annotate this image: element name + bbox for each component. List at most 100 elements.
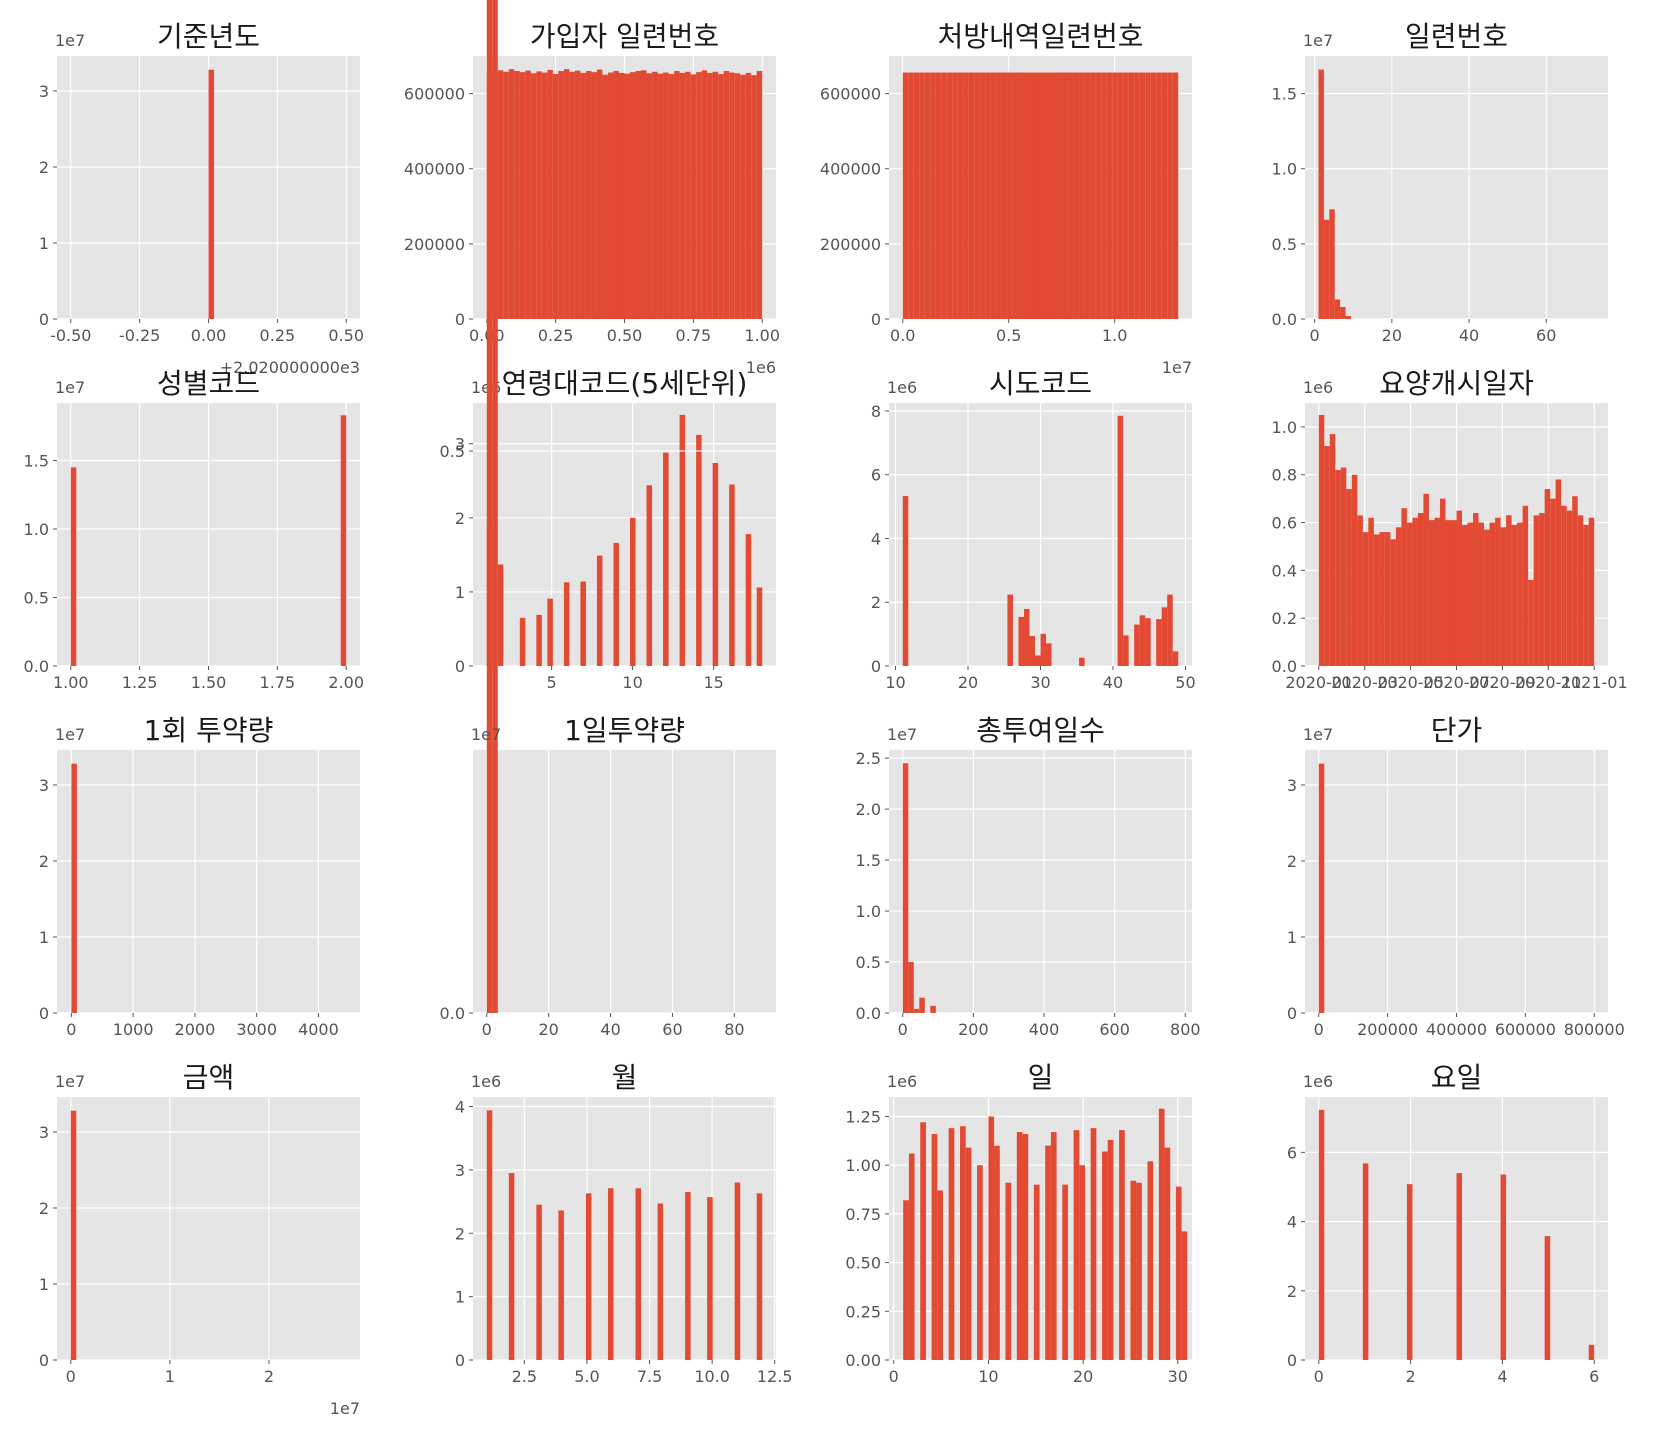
histogram-bar bbox=[1373, 534, 1380, 666]
histogram-bar bbox=[988, 1116, 995, 1360]
histogram-bar bbox=[547, 69, 553, 319]
histogram-bar bbox=[974, 72, 980, 319]
x-tick-label: 1.75 bbox=[260, 673, 296, 692]
histogram-bar bbox=[908, 72, 914, 319]
subplot-title: 기준년도 bbox=[157, 20, 260, 53]
y-tick-label: 0.5 bbox=[24, 589, 49, 608]
histogram-bar bbox=[1334, 299, 1341, 319]
histogram-bar bbox=[607, 72, 614, 319]
histogram-bar bbox=[1136, 1182, 1142, 1360]
histogram-bar bbox=[913, 72, 920, 319]
histogram-bar bbox=[1379, 532, 1385, 666]
histogram-bar bbox=[1390, 539, 1396, 666]
x-tick-label: 50 bbox=[1175, 673, 1195, 692]
x-tick-label: 2000 bbox=[175, 1020, 216, 1039]
histogram-bar bbox=[1583, 524, 1589, 666]
x-tick-label: 2020-05 bbox=[1377, 673, 1444, 692]
y-tick-label: 1 bbox=[39, 1275, 49, 1294]
histogram-bar bbox=[957, 72, 964, 319]
histogram-bar bbox=[1062, 1184, 1068, 1360]
histogram-bar bbox=[1073, 72, 1080, 319]
histogram-bar bbox=[1511, 524, 1518, 666]
histogram-bar bbox=[585, 1193, 592, 1360]
axes-background bbox=[57, 1097, 360, 1360]
x-tick-label: 2 bbox=[1405, 1367, 1415, 1386]
histogram-bar bbox=[70, 467, 77, 666]
histogram-bar bbox=[1123, 635, 1129, 666]
x-tick-label: 20 bbox=[538, 1020, 558, 1039]
histogram-bar bbox=[948, 1128, 955, 1360]
histogram-bar bbox=[1018, 616, 1024, 666]
histogram-bar bbox=[657, 73, 664, 319]
histogram-bar bbox=[913, 1008, 920, 1013]
subplot-7: 10 20 30 40 50 0 2 4 6 8 1e6 시도코드 bbox=[871, 367, 1196, 692]
histogram-bar bbox=[1428, 520, 1435, 666]
x-offset-label: 1e7 bbox=[1162, 358, 1192, 377]
histogram-bar bbox=[1445, 520, 1451, 666]
histogram-bar bbox=[701, 70, 708, 319]
y-tick-label: 0 bbox=[455, 310, 465, 329]
y-tick-label: 4 bbox=[1287, 1213, 1297, 1232]
y-tick-label: 0.6 bbox=[1272, 514, 1297, 533]
histogram-bar bbox=[1329, 434, 1336, 666]
histogram-bar bbox=[1473, 512, 1479, 666]
y-tick-label: 0.8 bbox=[1272, 466, 1297, 485]
x-tick-label: 0 bbox=[1310, 326, 1320, 345]
histogram-bar bbox=[536, 71, 542, 319]
x-tick-label: 1.50 bbox=[191, 673, 227, 692]
histogram-bar bbox=[1401, 508, 1407, 666]
y-offset-label: 1e7 bbox=[1303, 725, 1333, 744]
y-tick-label: 4 bbox=[455, 1098, 465, 1117]
x-tick-label: 40 bbox=[600, 1020, 620, 1039]
x-tick-label: 10 bbox=[622, 673, 642, 692]
histogram-bar bbox=[1172, 72, 1179, 319]
histogram-bar bbox=[580, 581, 586, 666]
histogram-bar bbox=[646, 485, 653, 666]
histogram-bar bbox=[497, 70, 504, 319]
y-offset-label: 1e6 bbox=[1303, 1072, 1333, 1091]
y-tick-label: 400000 bbox=[404, 160, 465, 179]
histogram-bar bbox=[935, 72, 942, 319]
y-tick-label: 3 bbox=[455, 435, 465, 454]
histogram-bar bbox=[657, 1203, 664, 1360]
histogram-bar bbox=[1489, 522, 1496, 666]
histogram-bar bbox=[1016, 1132, 1023, 1360]
histogram-bar bbox=[558, 71, 564, 320]
histogram-bar bbox=[937, 1190, 943, 1360]
histogram-bar bbox=[1084, 72, 1091, 319]
y-tick-label: 1 bbox=[455, 583, 465, 602]
y-tick-label: 1.5 bbox=[1272, 85, 1297, 104]
histogram-bar bbox=[1161, 607, 1168, 666]
axes-background bbox=[57, 750, 360, 1013]
histogram-bar bbox=[1117, 415, 1124, 666]
histogram-bar bbox=[663, 452, 669, 666]
x-tick-label: 3000 bbox=[236, 1020, 277, 1039]
histogram-bar bbox=[690, 74, 697, 319]
x-tick-label: 2020-01 bbox=[1285, 673, 1352, 692]
histogram-bar bbox=[1051, 72, 1058, 319]
histogram-bar bbox=[1045, 1145, 1051, 1360]
histogram-bar bbox=[674, 71, 680, 320]
y-tick-label: 0 bbox=[39, 310, 49, 329]
histogram-bar bbox=[1029, 636, 1035, 666]
x-tick-label: 0 bbox=[66, 1020, 76, 1039]
histogram-bar bbox=[1506, 515, 1512, 666]
y-tick-label: 0 bbox=[39, 1351, 49, 1370]
x-tick-label: 20 bbox=[958, 673, 978, 692]
y-tick-label: 2 bbox=[455, 509, 465, 528]
histogram-bar bbox=[1034, 72, 1041, 319]
histogram-bar bbox=[1434, 517, 1440, 666]
histogram-bar bbox=[1134, 624, 1140, 666]
subplot-title: 1일투약량 bbox=[564, 714, 685, 747]
histogram-bar bbox=[1462, 524, 1468, 666]
subplot-3: 0.0 0.5 1.0 0 200000 400000 600000 1e7 처방내역일련번호 bbox=[820, 20, 1192, 377]
histogram-bar bbox=[908, 962, 914, 1013]
histogram-bar bbox=[740, 74, 746, 320]
histogram-bar bbox=[1156, 619, 1162, 666]
histogram-bar bbox=[1181, 1231, 1188, 1360]
histogram-bar bbox=[1150, 72, 1157, 319]
x-tick-label: 7.5 bbox=[637, 1367, 662, 1386]
y-tick-label: 0.2 bbox=[1272, 609, 1297, 628]
histogram-bar bbox=[635, 1188, 642, 1360]
histogram-bar bbox=[585, 71, 592, 320]
